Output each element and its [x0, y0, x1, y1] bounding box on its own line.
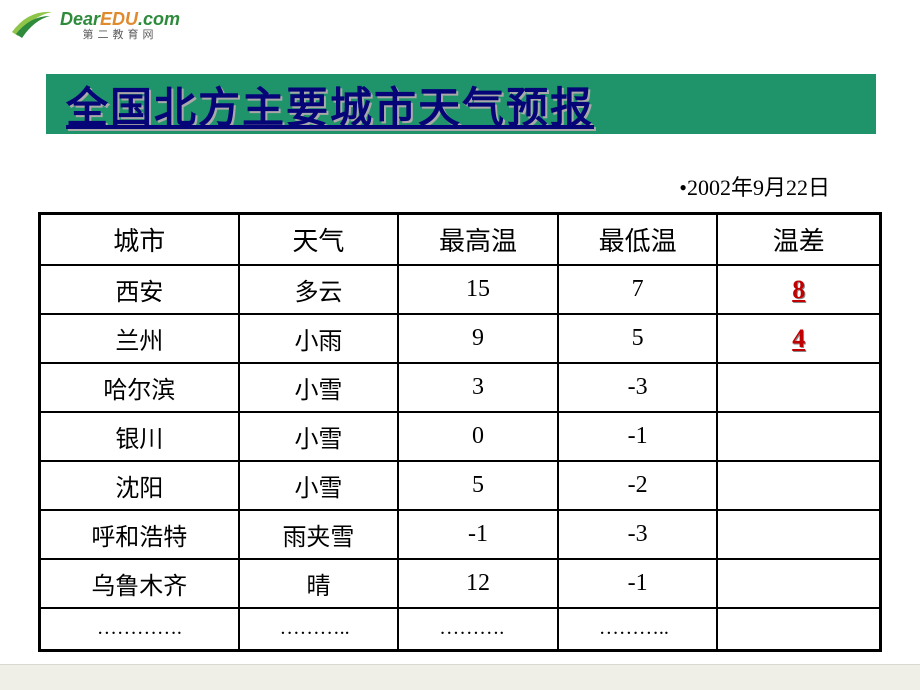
- cell-weather: 小雪: [239, 412, 399, 461]
- cell-high: 5: [398, 461, 558, 510]
- table-row: 兰州 小雨 9 5 4: [40, 314, 881, 363]
- cell-city: 兰州: [40, 314, 239, 363]
- col-header-diff: 温差: [717, 214, 880, 266]
- col-header-low: 最低温: [558, 214, 718, 266]
- cell-low: -3: [558, 363, 718, 412]
- cell-weather: 小雨: [239, 314, 399, 363]
- cell-diff: [717, 461, 880, 510]
- table-row: 西安 多云 15 7 8: [40, 265, 881, 314]
- cell-diff: 4: [717, 314, 880, 363]
- cell-city: 西安: [40, 265, 239, 314]
- table-row: 呼和浩特 雨夹雪 -1 -3: [40, 510, 881, 559]
- logo-subtitle: 第二教育网: [60, 30, 180, 41]
- title-bar: 全国北方主要城市天气预报: [46, 74, 876, 134]
- cell-city: 呼和浩特: [40, 510, 239, 559]
- cell-low: -1: [558, 559, 718, 608]
- diff-value: 8: [792, 275, 805, 304]
- cell-high: 9: [398, 314, 558, 363]
- cell-low: 5: [558, 314, 718, 363]
- cell-high: 15: [398, 265, 558, 314]
- date-line: •2002年9月22日: [679, 170, 830, 202]
- diff-value: 4: [792, 324, 805, 353]
- cell-diff: [717, 510, 880, 559]
- cell-high: -1: [398, 510, 558, 559]
- cell-city: 银川: [40, 412, 239, 461]
- table-row: 乌鲁木齐 晴 12 -1: [40, 559, 881, 608]
- cell-weather: 小雪: [239, 363, 399, 412]
- cell-low: -2: [558, 461, 718, 510]
- col-header-city: 城市: [40, 214, 239, 266]
- cell-high: 3: [398, 363, 558, 412]
- date-text: 2002年9月22日: [687, 175, 830, 200]
- logo-area: DearEDU.com 第二教育网: [10, 8, 180, 42]
- bottom-status-bar: [0, 664, 920, 690]
- cell-city: 哈尔滨: [40, 363, 239, 412]
- date-bullet: •: [679, 175, 687, 200]
- logo-brand-part2: EDU: [100, 9, 138, 29]
- cell-high: 0: [398, 412, 558, 461]
- table-header-row: 城市 天气 最高温 最低温 温差: [40, 214, 881, 266]
- cell-low: -1: [558, 412, 718, 461]
- cell-diff: 8: [717, 265, 880, 314]
- cell-diff: [717, 363, 880, 412]
- cell-weather-dots: ………..: [239, 608, 399, 650]
- table-row: 银川 小雪 0 -1: [40, 412, 881, 461]
- cell-weather: 多云: [239, 265, 399, 314]
- cell-city: 乌鲁木齐: [40, 559, 239, 608]
- cell-high: 12: [398, 559, 558, 608]
- cell-diff: [717, 412, 880, 461]
- weather-table: 城市 天气 最高温 最低温 温差 西安 多云 15 7 8 兰州 小雨 9 5 …: [38, 212, 882, 652]
- table-row: 哈尔滨 小雪 3 -3: [40, 363, 881, 412]
- logo-brand: DearEDU.com: [60, 10, 180, 28]
- cell-high-dots: ……….: [398, 608, 558, 650]
- cell-city-dots: ………….: [40, 608, 239, 650]
- col-header-weather: 天气: [239, 214, 399, 266]
- cell-weather: 小雪: [239, 461, 399, 510]
- table-row: 沈阳 小雪 5 -2: [40, 461, 881, 510]
- logo-text-block: DearEDU.com 第二教育网: [60, 10, 180, 41]
- page-title: 全国北方主要城市天气预报: [66, 74, 594, 135]
- cell-weather: 雨夹雪: [239, 510, 399, 559]
- logo-brand-tld: .com: [138, 9, 180, 29]
- cell-low: -3: [558, 510, 718, 559]
- cell-city: 沈阳: [40, 461, 239, 510]
- logo-brand-part1: Dear: [60, 9, 100, 29]
- cell-weather: 晴: [239, 559, 399, 608]
- cell-diff: [717, 559, 880, 608]
- table-dots-row: …………. ……….. ………. ………..: [40, 608, 881, 650]
- cell-low: 7: [558, 265, 718, 314]
- cell-low-dots: ………..: [558, 608, 718, 650]
- cell-diff-dots: [717, 608, 880, 650]
- logo-swoosh-icon: [10, 8, 54, 42]
- col-header-high: 最高温: [398, 214, 558, 266]
